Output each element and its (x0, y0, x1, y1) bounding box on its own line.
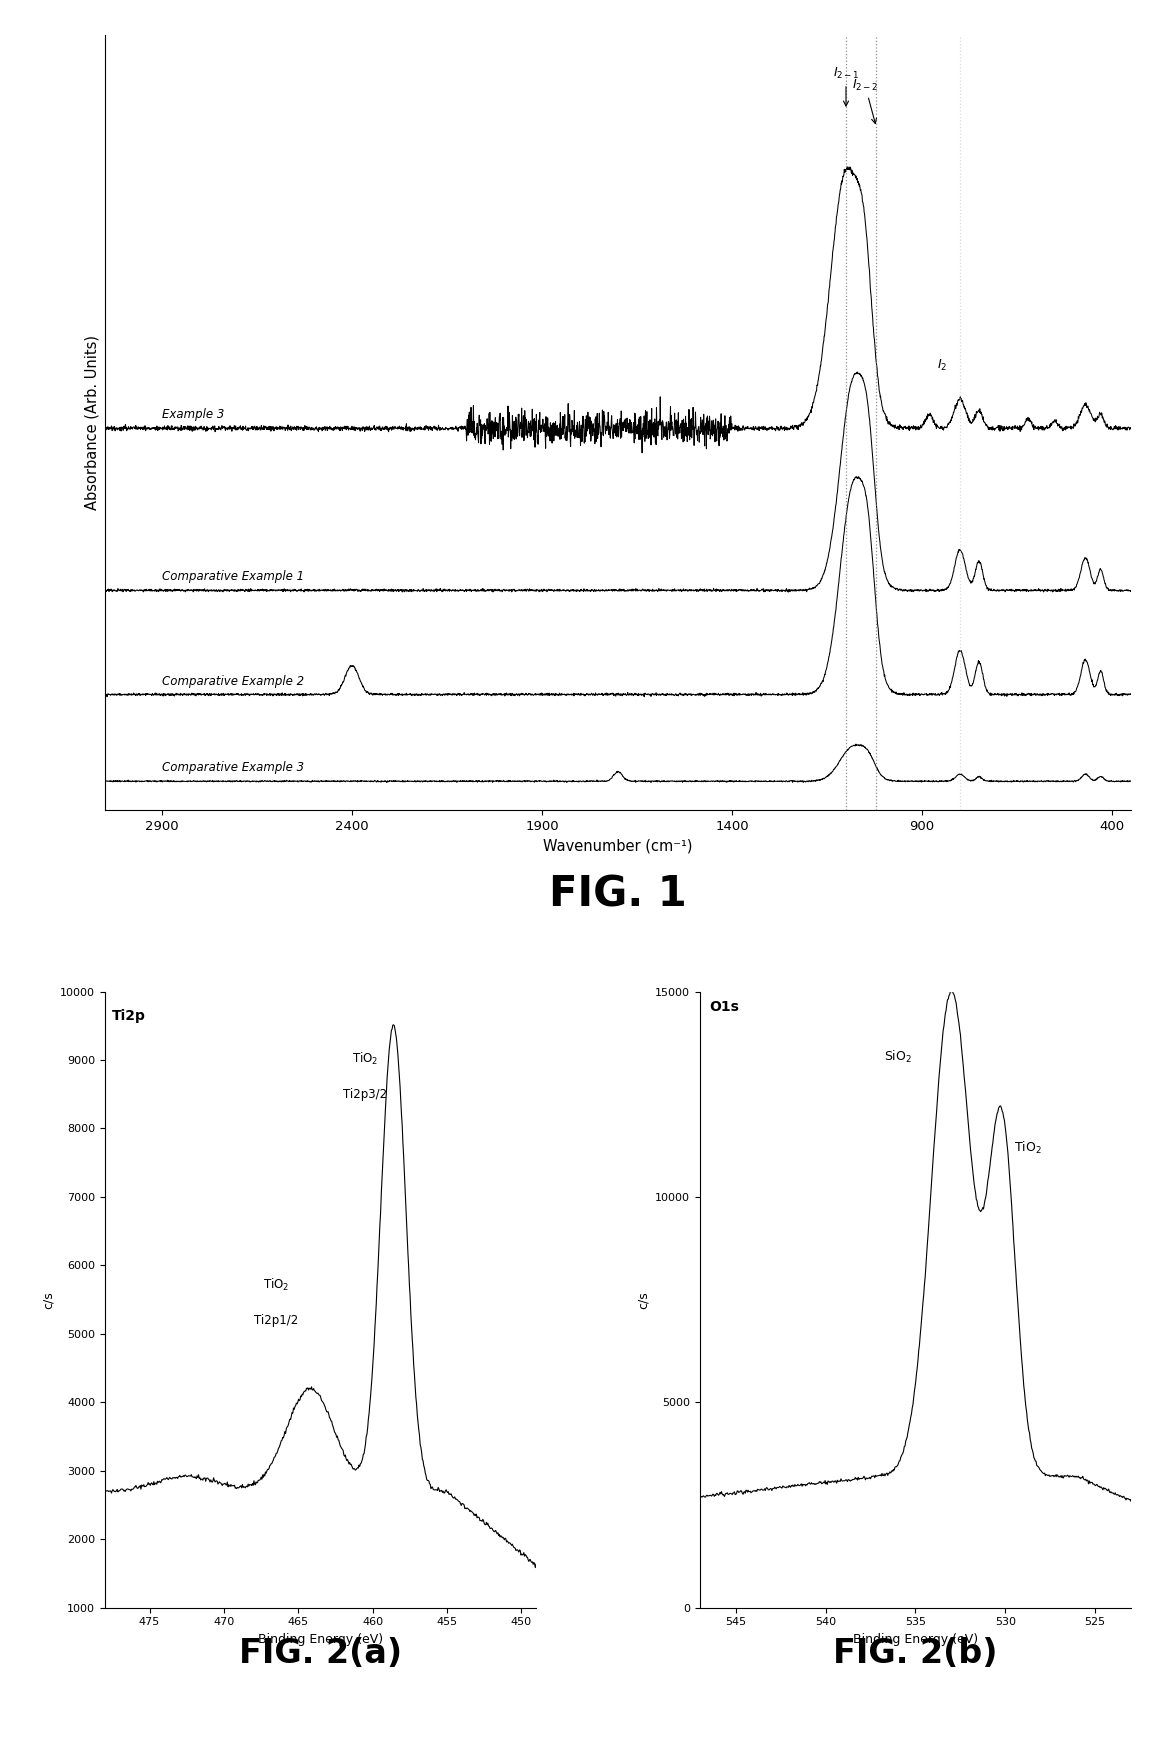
Text: $I_{2-2}$: $I_{2-2}$ (851, 78, 878, 124)
Text: Comparative Example 1: Comparative Example 1 (162, 570, 304, 584)
X-axis label: Binding Energy (eV): Binding Energy (eV) (852, 1632, 978, 1646)
Text: Ti2p3/2: Ti2p3/2 (343, 1089, 387, 1101)
Text: Comparative Example 3: Comparative Example 3 (162, 761, 304, 773)
Text: FIG. 1: FIG. 1 (549, 873, 687, 916)
Text: Ti2p: Ti2p (112, 1009, 146, 1023)
Y-axis label: c/s: c/s (42, 1291, 55, 1308)
Text: $I_{2}$: $I_{2}$ (937, 357, 948, 373)
Text: FIG. 2(a): FIG. 2(a) (239, 1637, 402, 1671)
Y-axis label: c/s: c/s (637, 1291, 649, 1308)
Y-axis label: Absorbance (Arb. Units): Absorbance (Arb. Units) (84, 334, 99, 510)
Text: TiO$_2$: TiO$_2$ (1014, 1139, 1042, 1157)
X-axis label: Binding Energy (eV): Binding Energy (eV) (258, 1632, 384, 1646)
Text: O1s: O1s (709, 1000, 739, 1014)
Text: TiO$_2$: TiO$_2$ (262, 1277, 289, 1293)
Text: Ti2p1/2: Ti2p1/2 (254, 1313, 298, 1327)
Text: SiO$_2$: SiO$_2$ (884, 1049, 912, 1066)
Text: FIG. 2(b): FIG. 2(b) (834, 1637, 998, 1671)
X-axis label: Wavenumber (cm⁻¹): Wavenumber (cm⁻¹) (543, 838, 693, 854)
Text: Example 3: Example 3 (162, 408, 224, 422)
Text: Comparative Example 2: Comparative Example 2 (162, 674, 304, 688)
Text: $I_{2-1}$: $I_{2-1}$ (833, 66, 859, 106)
Text: TiO$_2$: TiO$_2$ (352, 1050, 378, 1066)
